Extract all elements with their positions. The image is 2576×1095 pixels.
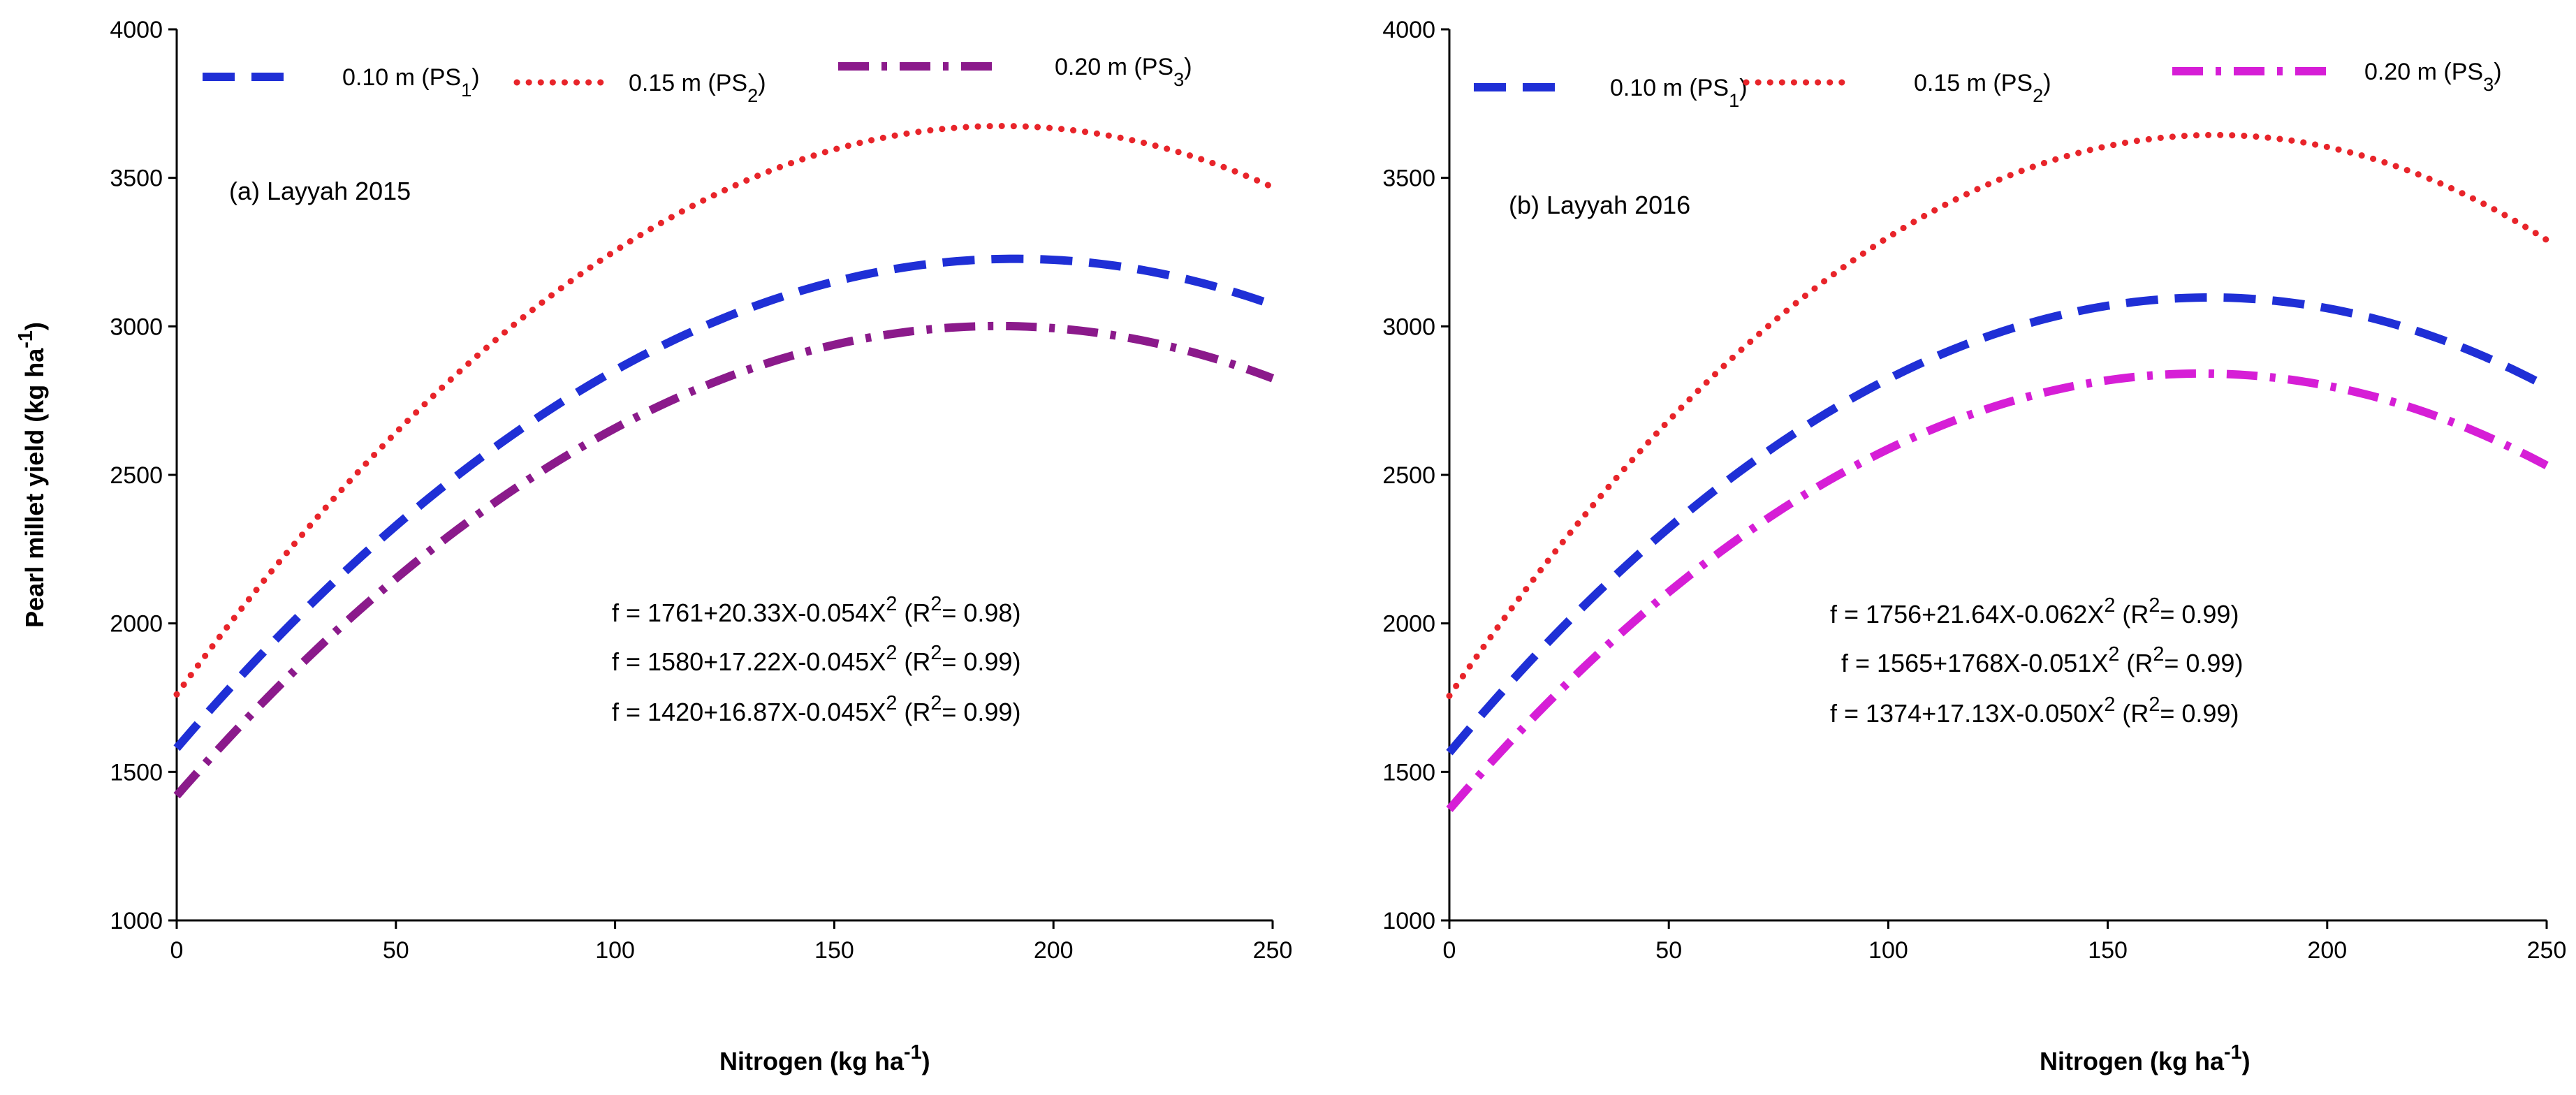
legend-label-ps2: 0.15 m (PS2) xyxy=(629,70,766,106)
panel-label: (a) Layyah 2015 xyxy=(229,177,411,205)
regression-equation: f = 1761+20.33X-0.054X2 (R2= 0.98) xyxy=(612,593,1020,627)
x-tick-label: 250 xyxy=(2527,937,2567,964)
series-line-ps1 xyxy=(173,254,1274,751)
series-line-ps2 xyxy=(173,122,1276,698)
y-tick-label: 1000 xyxy=(1382,908,1435,934)
x-tick-label: 150 xyxy=(2088,937,2128,964)
y-axis-title: Pearl millet yield (kg ha-1) xyxy=(15,322,49,628)
x-tick-label: 150 xyxy=(814,937,854,964)
y-tick-label: 3500 xyxy=(110,166,163,192)
regression-equation: f = 1565+1768X-0.051X2 (R2= 0.99) xyxy=(1841,643,2243,677)
y-tick-label: 2500 xyxy=(1382,462,1435,489)
x-tick-label: 200 xyxy=(1034,937,1074,964)
x-tick-label: 0 xyxy=(170,937,184,964)
chart-panel-b: 1000 1500 2000 2500 3000 3500 4000 0 50 100 150 200… xyxy=(1382,17,2566,1075)
y-tick-label: 3000 xyxy=(110,314,163,340)
series-line-ps3 xyxy=(173,321,1275,799)
regression-equation: f = 1580+17.22X-0.045X2 (R2= 0.99) xyxy=(612,642,1020,676)
legend-label-ps3: 0.20 m (PS3) xyxy=(1055,54,1192,90)
x-tick-label: 250 xyxy=(1253,937,1293,964)
x-tick-label: 50 xyxy=(383,937,409,964)
y-tick-label: 1500 xyxy=(110,759,163,786)
x-tick-label: 100 xyxy=(595,937,635,964)
x-axis-title: Nitrogen (kg ha-1) xyxy=(719,1041,930,1075)
x-tick-label: 100 xyxy=(1868,937,1908,964)
x-axis-title: Nitrogen (kg ha-1) xyxy=(2040,1041,2251,1075)
series-line-ps3 xyxy=(1446,369,2549,812)
legend-label-ps2: 0.15 m (PS2) xyxy=(1914,70,2051,106)
y-tick-label: 1000 xyxy=(110,908,163,934)
legend-label-ps3: 0.20 m (PS3) xyxy=(2364,59,2502,95)
y-tick-label: 3000 xyxy=(1382,314,1435,340)
regression-equation: f = 1756+21.64X-0.062X2 (R2= 0.99) xyxy=(1830,594,2239,629)
series-line-ps1 xyxy=(1446,293,2549,756)
panel-label: (b) Layyah 2016 xyxy=(1509,191,1690,219)
regression-equation: f = 1374+17.13X-0.050X2 (R2= 0.99) xyxy=(1830,693,2239,728)
y-tick-label: 4000 xyxy=(110,17,163,43)
y-tick-label: 1500 xyxy=(1382,759,1435,786)
legend-label-ps1: 0.10 m (PS1) xyxy=(1610,75,1748,111)
chart-panel-a: 1000 1500 2000 2500 3000 3500 4000 0 50 100 150 200… xyxy=(15,17,1292,1075)
regression-equation: f = 1420+16.87X-0.045X2 (R2= 0.99) xyxy=(612,692,1020,726)
y-tick-label: 2500 xyxy=(110,462,163,489)
x-tick-label: 0 xyxy=(1443,937,1456,964)
y-tick-label: 2000 xyxy=(110,611,163,638)
x-tick-label: 200 xyxy=(2307,937,2347,964)
y-tick-label: 2000 xyxy=(1382,611,1435,638)
y-tick-label: 4000 xyxy=(1382,17,1435,43)
y-tick-label: 3500 xyxy=(1382,166,1435,192)
series-line-ps2 xyxy=(1446,131,2550,699)
x-tick-label: 50 xyxy=(1655,937,1682,964)
legend-label-ps1: 0.10 m (PS1) xyxy=(342,64,480,101)
